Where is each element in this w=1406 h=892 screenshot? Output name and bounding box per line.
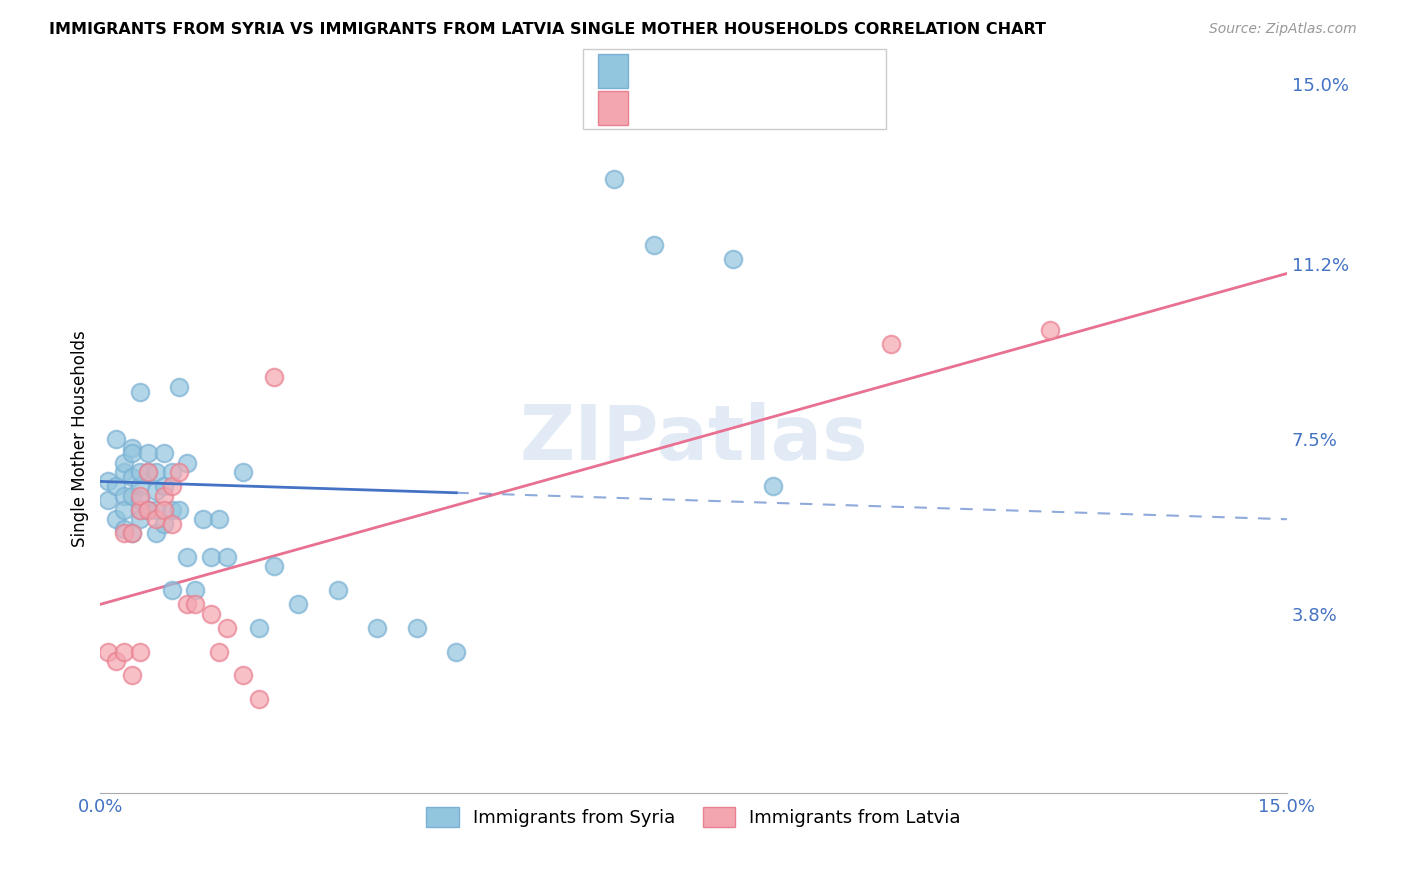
Point — [112, 489, 135, 503]
Point — [176, 456, 198, 470]
Point — [405, 621, 427, 635]
Point — [263, 370, 285, 384]
Point — [169, 380, 191, 394]
Point — [97, 475, 120, 489]
Point — [208, 644, 231, 658]
Point — [247, 691, 270, 706]
Text: 27: 27 — [792, 99, 817, 117]
Point — [129, 503, 152, 517]
Point — [721, 252, 744, 267]
Point — [215, 621, 238, 635]
Point — [880, 337, 903, 351]
Point — [446, 644, 468, 658]
Point — [129, 479, 152, 493]
Point — [112, 456, 135, 470]
Point — [160, 465, 183, 479]
Point — [152, 516, 174, 531]
Point — [121, 469, 143, 483]
Point — [152, 479, 174, 493]
Point — [145, 465, 167, 479]
Point — [200, 549, 222, 564]
Point — [232, 668, 254, 682]
Text: N =: N = — [752, 62, 792, 79]
Text: R =: R = — [640, 99, 685, 117]
Point — [152, 446, 174, 460]
Point — [232, 465, 254, 479]
Point — [121, 668, 143, 682]
Y-axis label: Single Mother Households: Single Mother Households — [72, 331, 89, 548]
Point — [247, 621, 270, 635]
Text: IMMIGRANTS FROM SYRIA VS IMMIGRANTS FROM LATVIA SINGLE MOTHER HOUSEHOLDS CORRELA: IMMIGRANTS FROM SYRIA VS IMMIGRANTS FROM… — [49, 22, 1046, 37]
Point — [105, 479, 128, 493]
Point — [145, 526, 167, 541]
Point — [136, 503, 159, 517]
Point — [1038, 323, 1060, 337]
Point — [129, 384, 152, 399]
Point — [136, 465, 159, 479]
Point — [129, 465, 152, 479]
Point — [121, 526, 143, 541]
Point — [184, 597, 207, 611]
Point — [136, 503, 159, 517]
Point — [97, 493, 120, 508]
Point — [112, 644, 135, 658]
Point — [129, 489, 152, 503]
Point — [121, 446, 143, 460]
Point — [326, 583, 349, 598]
Point — [263, 559, 285, 574]
Point — [160, 503, 183, 517]
Point — [603, 172, 626, 186]
Point — [105, 512, 128, 526]
Point — [129, 493, 152, 508]
Point — [160, 516, 183, 531]
Text: Source: ZipAtlas.com: Source: ZipAtlas.com — [1209, 22, 1357, 37]
Point — [136, 446, 159, 460]
Point — [762, 479, 785, 493]
Point — [145, 483, 167, 498]
Point — [145, 503, 167, 517]
Text: 0.476: 0.476 — [679, 99, 735, 117]
Point — [208, 512, 231, 526]
Point — [136, 465, 159, 479]
Text: -0.035: -0.035 — [679, 62, 744, 79]
Legend: Immigrants from Syria, Immigrants from Latvia: Immigrants from Syria, Immigrants from L… — [419, 799, 969, 834]
Text: ZIPatlas: ZIPatlas — [519, 402, 868, 476]
Point — [287, 597, 309, 611]
Point — [129, 503, 152, 517]
Point — [160, 479, 183, 493]
Point — [121, 526, 143, 541]
Point — [169, 503, 191, 517]
Point — [176, 549, 198, 564]
Point — [105, 432, 128, 446]
Point — [105, 654, 128, 668]
Point — [152, 489, 174, 503]
Point — [152, 503, 174, 517]
Point — [184, 583, 207, 598]
Point — [121, 489, 143, 503]
Point — [160, 583, 183, 598]
Point — [200, 607, 222, 621]
Point — [215, 549, 238, 564]
Text: N =: N = — [752, 99, 792, 117]
Text: 56: 56 — [792, 62, 817, 79]
Point — [97, 644, 120, 658]
Point — [145, 512, 167, 526]
Point — [112, 465, 135, 479]
Point — [121, 442, 143, 456]
Point — [643, 238, 665, 252]
Text: R =: R = — [640, 62, 679, 79]
Point — [136, 503, 159, 517]
Point — [129, 644, 152, 658]
Point — [169, 465, 191, 479]
Point — [112, 503, 135, 517]
Point — [129, 512, 152, 526]
Point — [112, 526, 135, 541]
Point — [193, 512, 215, 526]
Point — [112, 522, 135, 536]
Point — [366, 621, 388, 635]
Point — [176, 597, 198, 611]
